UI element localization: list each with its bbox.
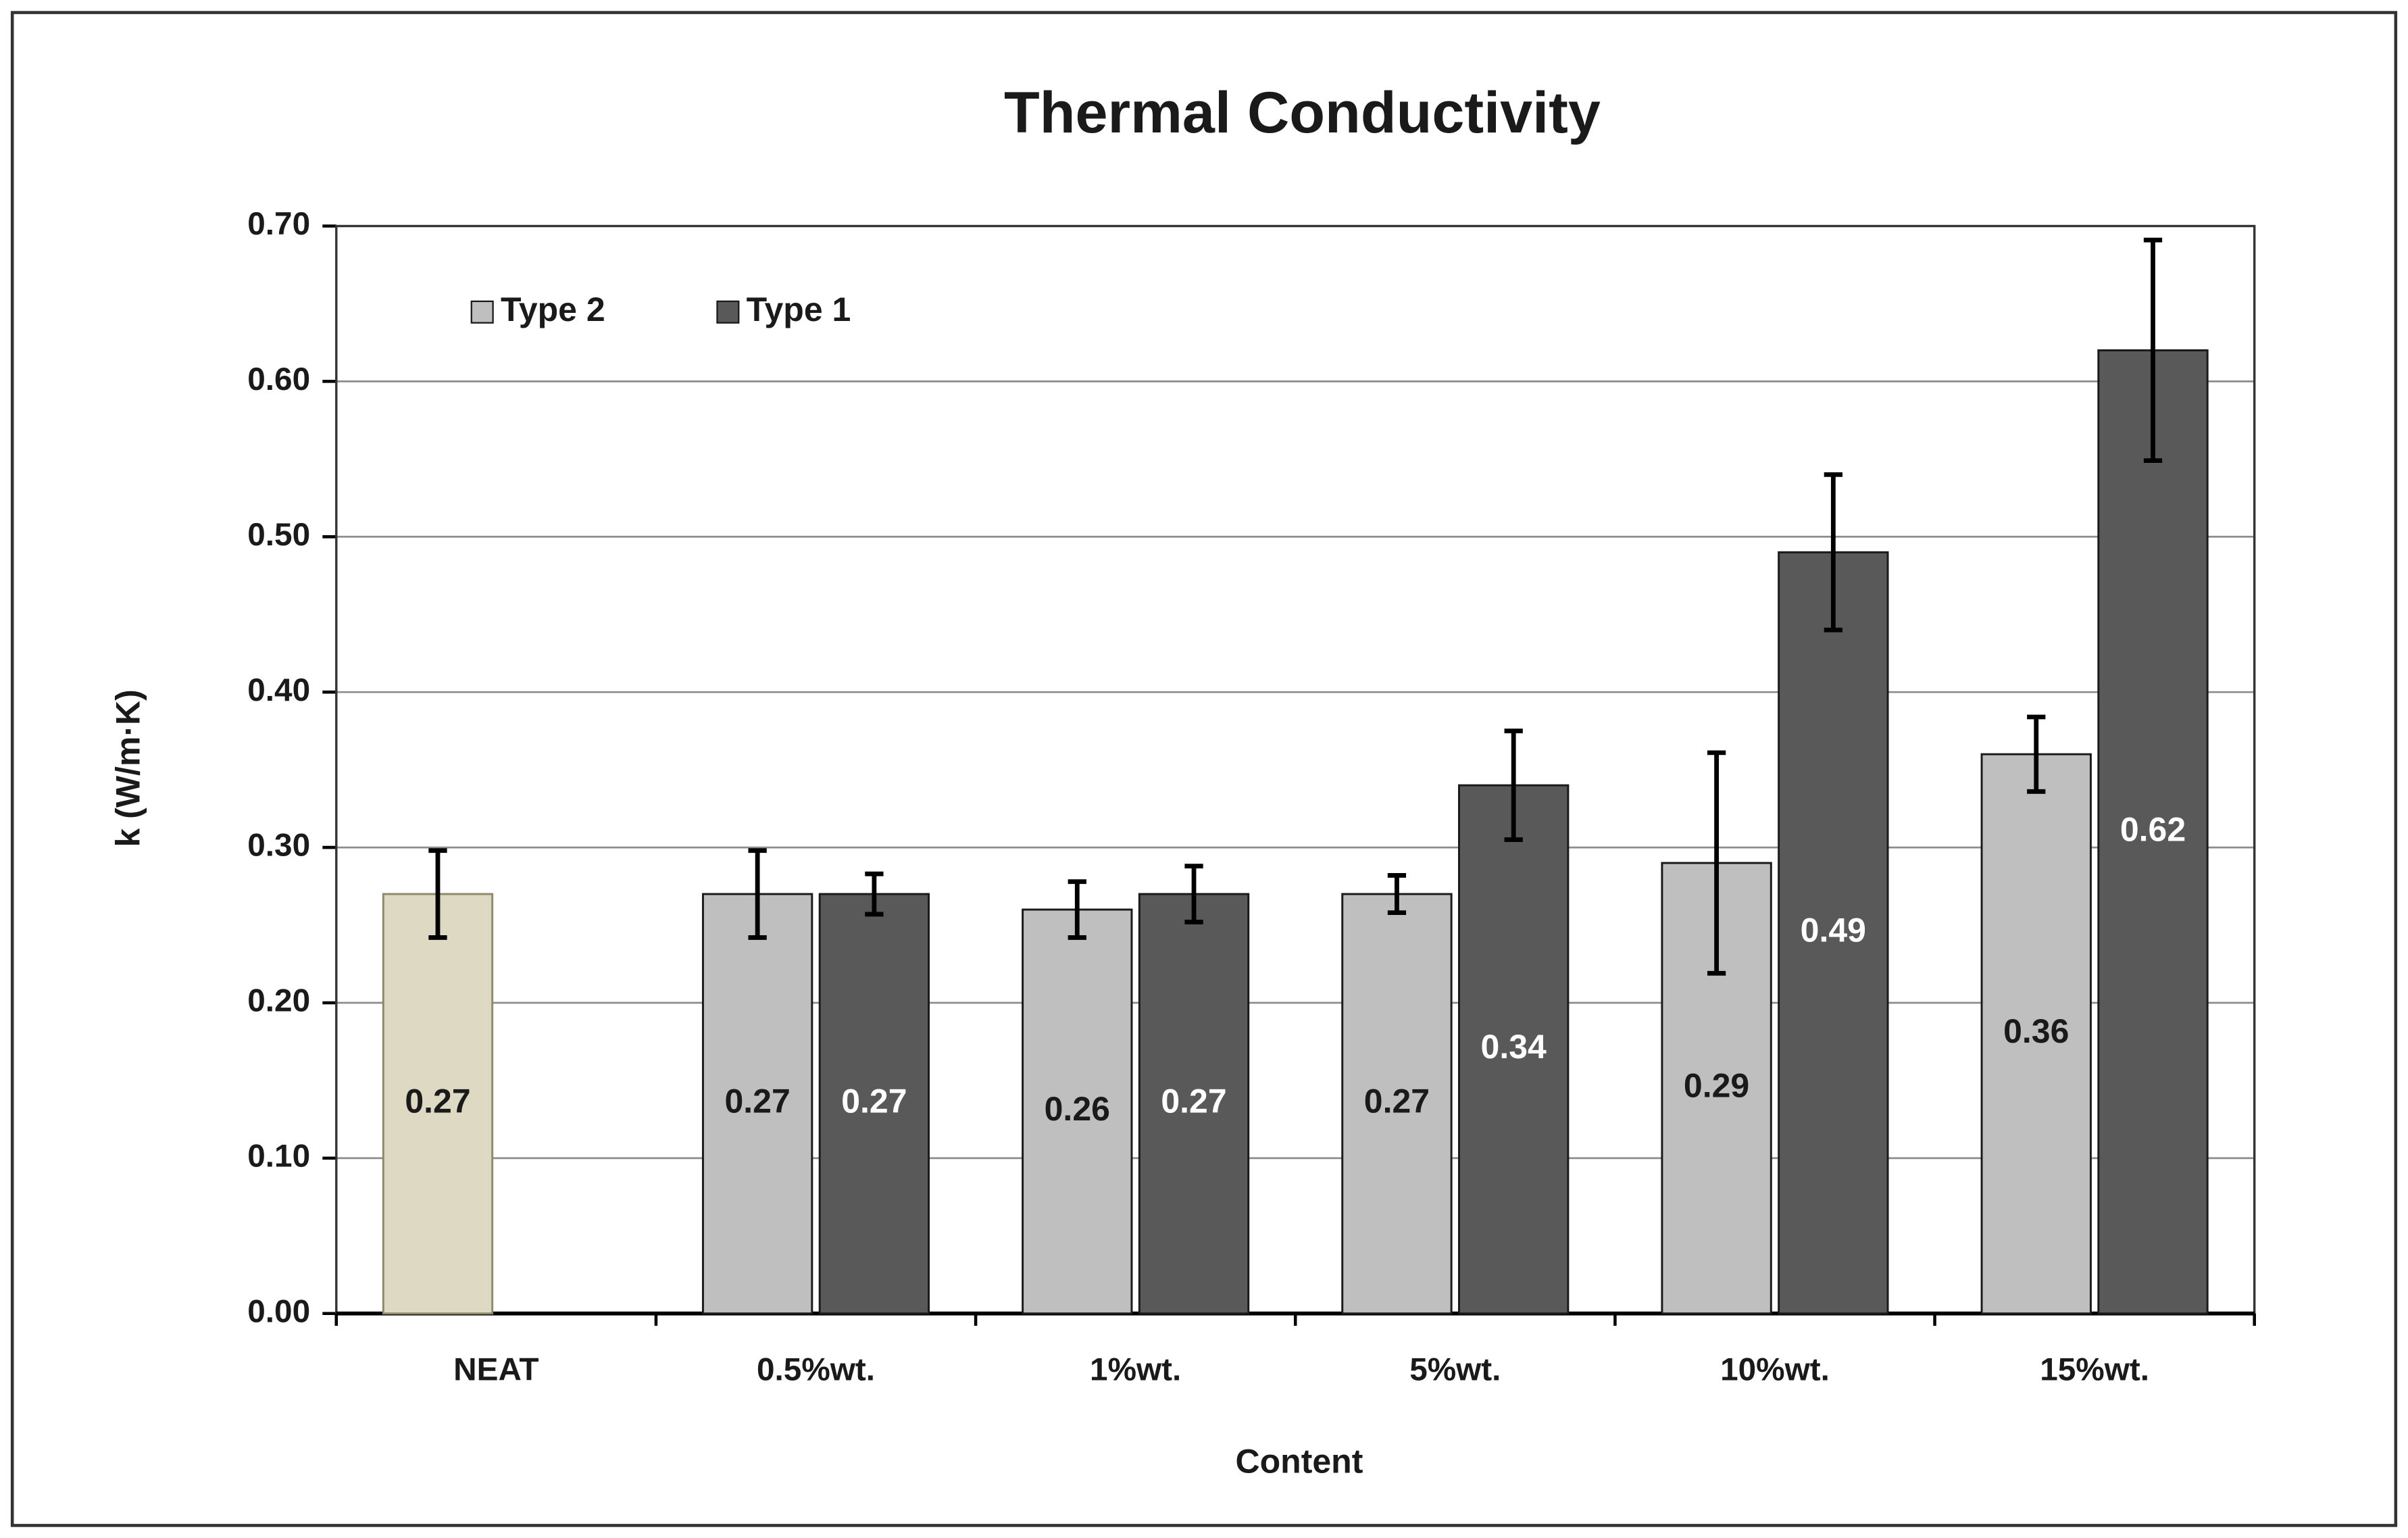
legend-swatch: [716, 300, 740, 324]
legend-label: Type 1: [747, 291, 851, 328]
x-tick-label: 10%wt.: [1720, 1352, 1830, 1388]
bar: [1138, 893, 1250, 1315]
y-axis-title: k (W/m·K): [109, 689, 147, 847]
x-tick-label: 0.5%wt.: [757, 1352, 875, 1388]
data-label: 0.27: [1161, 1083, 1226, 1120]
bar: [1022, 908, 1133, 1315]
data-label: 0.62: [2120, 810, 2186, 848]
data-label: 0.27: [841, 1083, 907, 1120]
bar: [1458, 784, 1570, 1315]
y-tick-label: 0.70: [247, 206, 310, 242]
y-tick-label: 0.20: [247, 983, 310, 1019]
data-label: 0.34: [1481, 1028, 1547, 1066]
legend-swatch: [470, 300, 494, 324]
chart-title: Thermal Conductivity: [1004, 80, 1601, 145]
legend-label: Type 2: [501, 291, 605, 328]
x-tick-label: 5%wt.: [1409, 1352, 1501, 1388]
bar: [1341, 893, 1453, 1315]
data-label: 0.27: [405, 1083, 470, 1120]
y-tick-label: 0.10: [247, 1138, 310, 1174]
data-label: 0.49: [1801, 912, 1866, 949]
x-axis-title: Content: [1236, 1443, 1363, 1481]
data-label: 0.27: [724, 1083, 790, 1120]
data-label: 0.29: [1684, 1067, 1749, 1105]
x-tick-label: NEAT: [453, 1352, 538, 1388]
y-tick-label: 0.30: [247, 828, 310, 864]
data-label: 0.26: [1045, 1090, 1110, 1128]
data-label: 0.36: [2003, 1012, 2069, 1050]
bar: [2097, 349, 2209, 1315]
bar: [1778, 551, 1889, 1315]
bar: [818, 893, 930, 1315]
data-label: 0.27: [1364, 1083, 1430, 1120]
y-tick-label: 0.50: [247, 517, 310, 553]
y-tick-label: 0.40: [247, 672, 310, 708]
x-tick-label: 1%wt.: [1090, 1352, 1181, 1388]
y-tick-label: 0.00: [247, 1293, 310, 1329]
x-tick-label: 15%wt.: [2040, 1352, 2149, 1388]
y-tick-label: 0.60: [247, 362, 310, 397]
